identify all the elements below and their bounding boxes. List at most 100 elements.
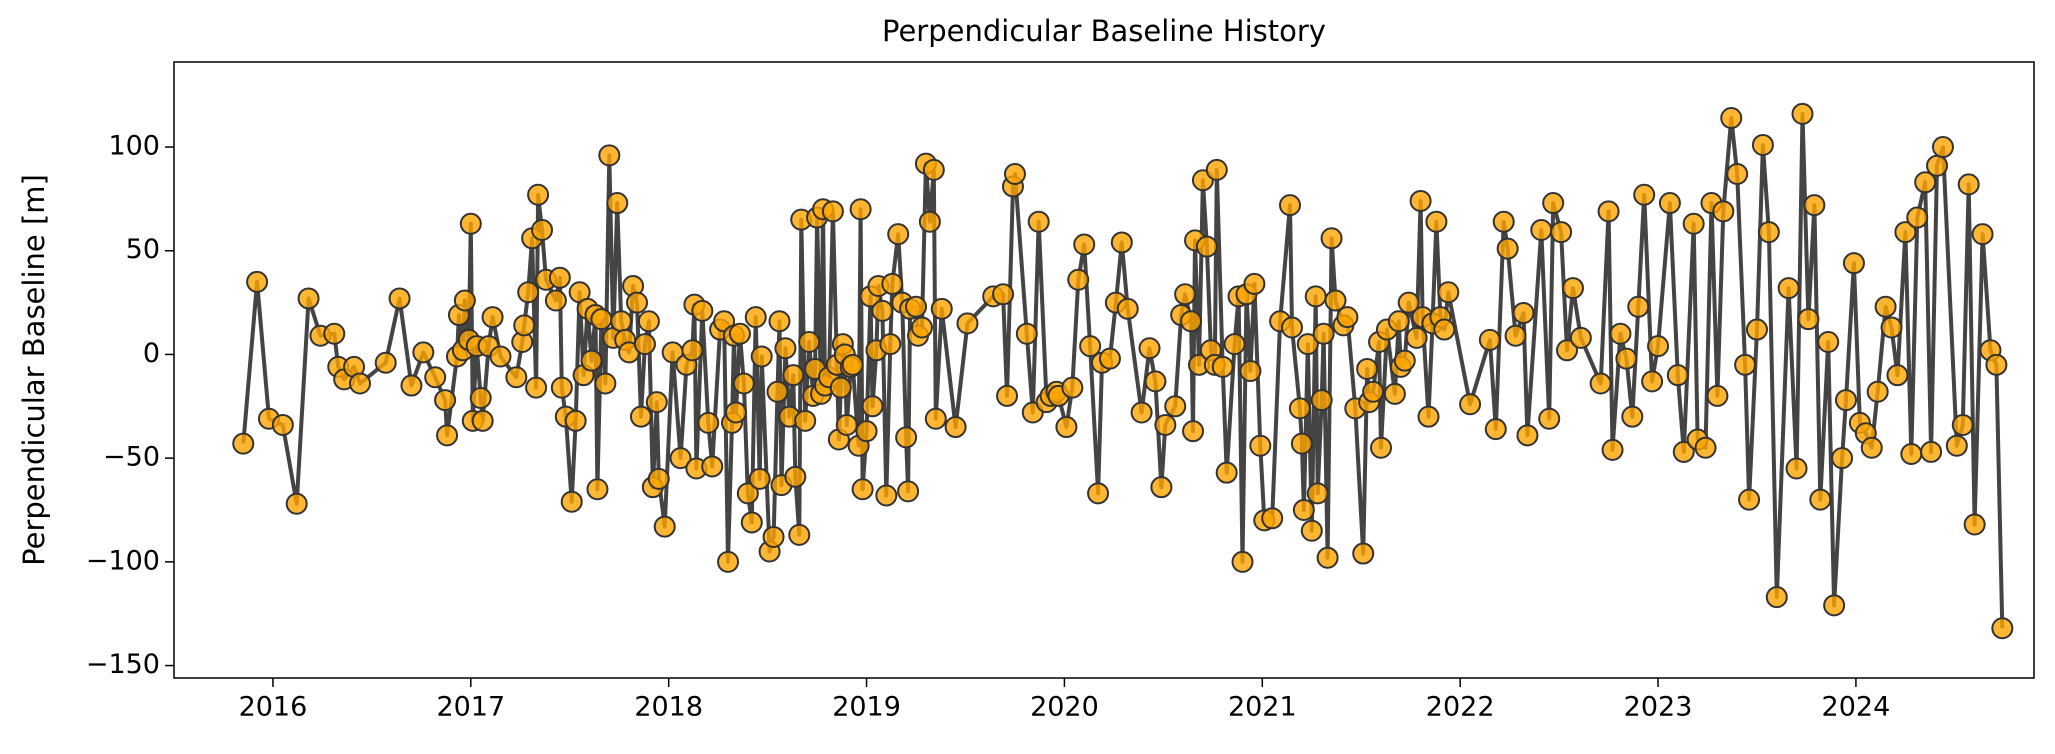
point <box>1647 335 1670 358</box>
point <box>297 287 320 310</box>
point <box>1682 212 1705 235</box>
point <box>1726 163 1749 185</box>
point <box>1312 322 1335 345</box>
point <box>606 192 629 215</box>
point <box>1164 395 1187 418</box>
point <box>436 424 459 447</box>
point <box>1860 436 1883 459</box>
point <box>1880 316 1903 339</box>
point <box>798 331 821 353</box>
point <box>550 376 573 399</box>
point <box>930 297 953 320</box>
point <box>1914 171 1937 194</box>
point <box>1055 416 1078 439</box>
point <box>590 308 613 331</box>
point <box>1306 482 1329 505</box>
point <box>996 384 1019 407</box>
point <box>1538 407 1561 430</box>
point <box>517 281 540 304</box>
point <box>1397 291 1420 314</box>
point <box>469 387 492 409</box>
point <box>829 376 852 399</box>
point <box>784 465 807 488</box>
point <box>453 289 476 312</box>
point <box>1150 476 1173 499</box>
chart-title: Perpendicular Baseline History <box>882 14 1326 48</box>
point <box>992 283 1015 306</box>
point <box>564 409 587 432</box>
y-tick-label: 0 <box>143 338 160 369</box>
point <box>1757 221 1780 244</box>
point <box>669 447 692 470</box>
point <box>1459 393 1482 416</box>
point <box>1027 210 1050 233</box>
point <box>1633 183 1656 206</box>
point <box>851 478 874 501</box>
point <box>1866 380 1889 403</box>
point <box>232 432 255 455</box>
point <box>1316 546 1339 569</box>
point <box>1835 389 1858 412</box>
point <box>1550 221 1573 244</box>
point <box>1320 227 1343 250</box>
point <box>1310 389 1333 412</box>
point <box>626 291 649 314</box>
point <box>701 455 724 478</box>
y-tick-label: −50 <box>103 442 160 473</box>
point <box>610 310 633 333</box>
point <box>794 409 817 432</box>
point <box>1712 200 1735 223</box>
point <box>905 295 928 318</box>
x-tick-label: 2020 <box>1030 692 1099 723</box>
point <box>1003 163 1026 185</box>
point <box>1615 347 1638 370</box>
point <box>1957 173 1980 196</box>
point <box>956 312 979 335</box>
point <box>1831 447 1854 470</box>
point <box>1138 337 1161 360</box>
point <box>1324 289 1347 312</box>
point <box>879 333 902 356</box>
point <box>1963 513 1986 536</box>
point <box>1144 370 1167 393</box>
point <box>849 198 872 221</box>
point <box>1304 285 1327 308</box>
point <box>1621 405 1644 428</box>
point <box>505 366 528 389</box>
point <box>1205 158 1228 181</box>
point <box>1496 237 1519 260</box>
point <box>374 351 397 374</box>
y-tick-label: −150 <box>86 649 160 680</box>
point <box>1745 318 1768 341</box>
point <box>527 183 550 206</box>
point <box>732 372 755 395</box>
point <box>1672 440 1695 463</box>
point <box>1215 461 1238 484</box>
point <box>586 478 609 501</box>
point <box>1931 136 1954 159</box>
point <box>1926 154 1949 177</box>
point <box>594 372 617 395</box>
point <box>681 339 704 362</box>
point <box>736 482 759 505</box>
point <box>691 299 714 322</box>
point <box>1694 436 1717 459</box>
point <box>598 144 621 167</box>
point <box>629 405 652 428</box>
point <box>1971 223 1994 246</box>
point <box>1906 206 1929 229</box>
point <box>1417 405 1440 428</box>
point <box>1174 283 1197 306</box>
point <box>1087 482 1110 505</box>
point <box>1290 432 1313 455</box>
point <box>724 401 747 424</box>
point <box>459 212 482 235</box>
point <box>1223 333 1246 356</box>
point <box>1512 301 1535 324</box>
point <box>887 223 910 246</box>
point <box>1985 353 2008 376</box>
point <box>728 322 751 345</box>
point <box>1530 219 1553 241</box>
point <box>1182 420 1205 443</box>
point <box>750 345 773 368</box>
